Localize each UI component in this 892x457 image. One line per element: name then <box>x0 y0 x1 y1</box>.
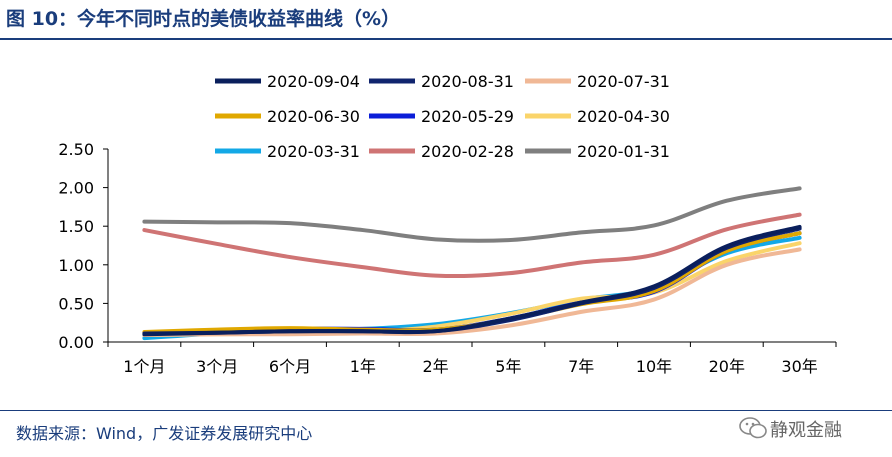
y-tick-label: 2.00 <box>58 179 94 198</box>
legend-label: 2020-01-31 <box>577 142 670 161</box>
page-title: 图 10：今年不同时点的美债收益率曲线（%） <box>6 8 401 30</box>
y-tick-label: 2.50 <box>58 140 94 159</box>
x-tick-label: 3个月 <box>196 357 238 376</box>
watermark-text: 静观金融 <box>770 420 842 441</box>
legend-label: 2020-02-28 <box>421 142 514 161</box>
x-tick-label: 6个月 <box>269 357 311 376</box>
y-tick-label: 1.00 <box>58 256 94 275</box>
x-tick-label: 20年 <box>709 357 745 376</box>
y-tick-label: 0.00 <box>58 333 94 352</box>
y-tick-label: 1.50 <box>58 217 94 236</box>
watermark: 静观金融 <box>736 411 886 445</box>
series-line-2020-02-28 <box>142 212 802 279</box>
legend-label: 2020-08-31 <box>421 72 514 91</box>
series-line-2020-03-31 <box>142 235 802 341</box>
wechat-icon <box>739 417 767 439</box>
x-tick-label: 2年 <box>423 357 449 376</box>
legend-label: 2020-06-30 <box>267 107 360 126</box>
series-line-2020-01-31 <box>142 186 802 243</box>
footer-divider <box>0 410 892 411</box>
legend-label: 2020-05-29 <box>421 107 514 126</box>
x-tick-label: 1年 <box>350 357 376 376</box>
legend-label: 2020-07-31 <box>577 72 670 91</box>
y-tick-label: 0.50 <box>58 294 94 313</box>
x-tick-label: 5年 <box>495 357 521 376</box>
chart-legend: 2020-09-04 2020-08-31 2020-07-31 2020-06-30… <box>215 72 670 161</box>
y-axis: 0.00 0.50 1.00 1.50 2.00 2.50 <box>58 140 109 352</box>
series-line-2020-04-30 <box>142 241 802 338</box>
x-axis: 1个月 3个月 6个月 1年 2年 5年 7年 10年 20年 30年 <box>107 341 837 376</box>
x-tick-label: 7年 <box>568 357 594 376</box>
source-note: 数据来源：Wind，广发证券发展研究中心 <box>16 424 313 443</box>
series-line-2020-07-31 <box>142 247 802 338</box>
legend-label: 2020-04-30 <box>577 107 670 126</box>
x-tick-label: 10年 <box>636 357 672 376</box>
x-tick-label: 1个月 <box>123 357 165 376</box>
yield-curve-chart: 2020-09-04 2020-08-31 2020-07-31 2020-06-30… <box>58 72 837 376</box>
legend-label: 2020-03-31 <box>267 142 360 161</box>
series-line-2020-09-04 <box>142 224 802 337</box>
legend-label: 2020-09-04 <box>267 72 360 91</box>
title-divider <box>0 38 892 40</box>
x-tick-label: 30年 <box>781 357 817 376</box>
series-group <box>142 186 802 341</box>
